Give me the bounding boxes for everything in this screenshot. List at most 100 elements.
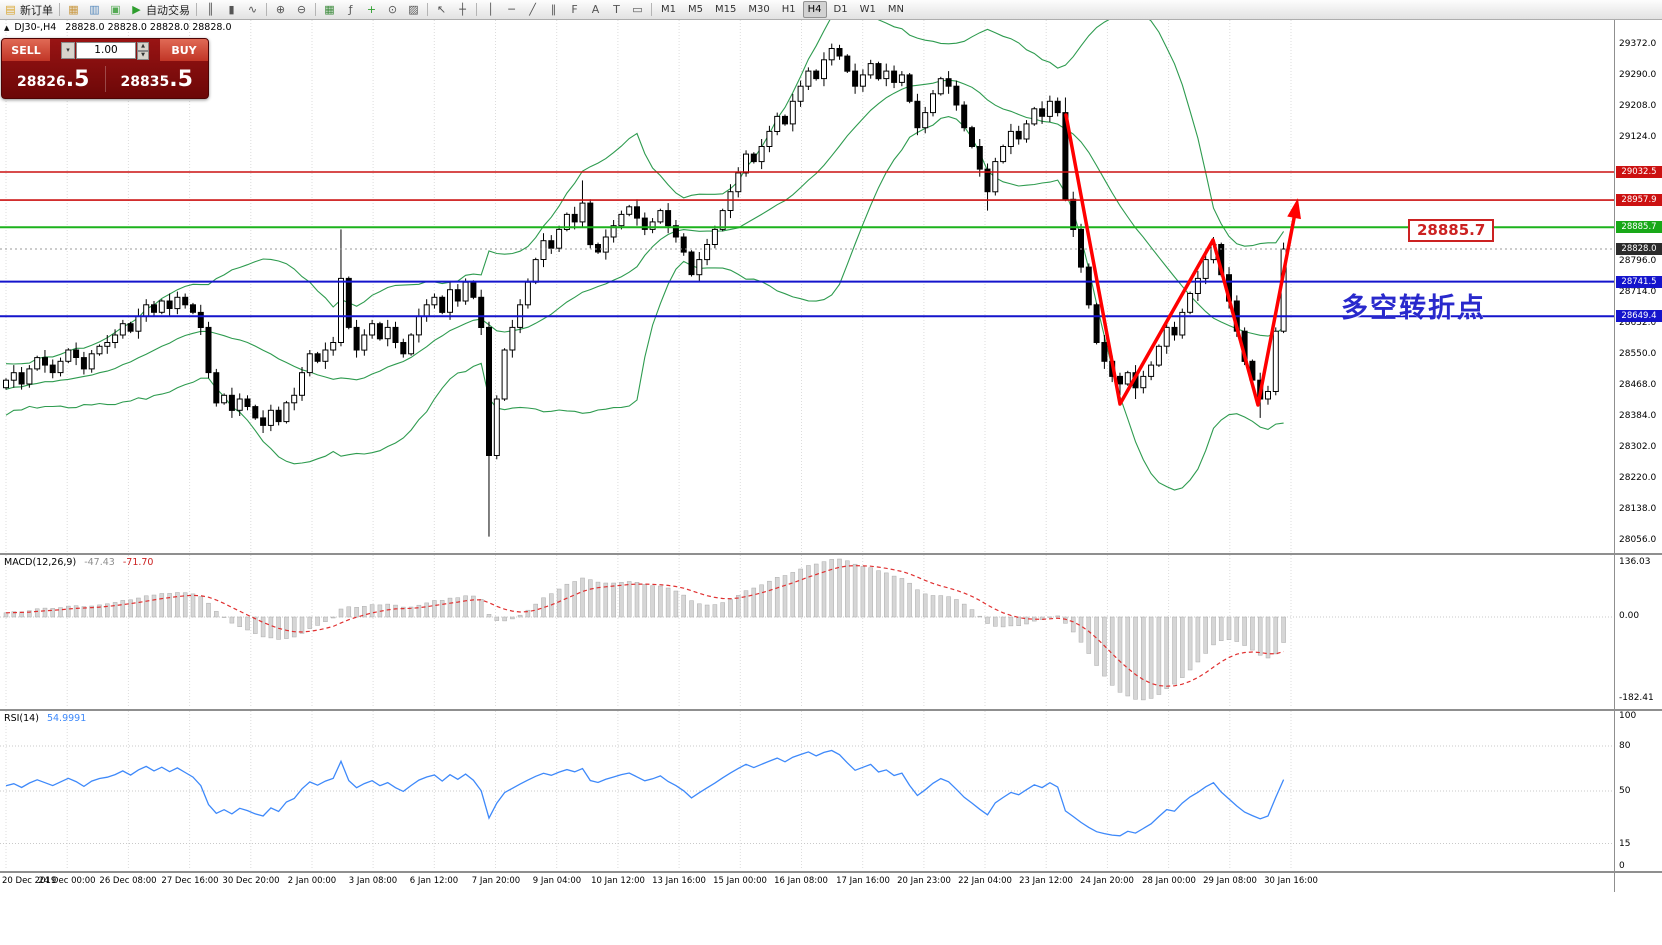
price-axis-label-28384.0: 28384.0 — [1619, 411, 1657, 421]
shapes-icon: ▭ — [632, 3, 643, 16]
indicators-button[interactable]: ƒ — [340, 1, 361, 18]
add-indicator-icon: + — [366, 3, 377, 16]
rsi-scale-label-15: 15 — [1619, 839, 1631, 849]
timeframe-m5-button[interactable]: M5 — [688, 4, 703, 15]
add-indicator-button[interactable]: + — [361, 1, 382, 18]
time-axis-label: 2 Jan 00:00 — [287, 876, 337, 886]
label-button[interactable]: T — [606, 1, 627, 18]
candlestick-chart-button[interactable]: ▮ — [221, 1, 242, 18]
price-axis-label-28468.0: 28468.0 — [1619, 380, 1657, 390]
bar-chart-button[interactable]: ║ — [200, 1, 221, 18]
market-watch-icon: ▣ — [110, 3, 121, 16]
time-axis-label: 9 Jan 04:00 — [532, 876, 582, 886]
price-axis-label-29032.5: 29032.5 — [1616, 166, 1662, 178]
crosshair-icon: ┼ — [459, 3, 466, 16]
templates-button[interactable]: ▨ — [403, 1, 424, 18]
time-axis-label: 24 Jan 20:00 — [1080, 876, 1134, 886]
timeframe-h4-button[interactable]: H4 — [802, 1, 827, 18]
turning-point-annotation[interactable]: 多空转折点 — [1341, 293, 1486, 324]
price-axis-label-28632.0: 28632.0 — [1619, 318, 1657, 328]
timeframe-m30-button[interactable]: M30 — [748, 4, 770, 15]
time-axis-label: 30 Jan 16:00 — [1264, 876, 1318, 886]
tile-windows-icon: ▦ — [324, 3, 335, 16]
crosshair-button[interactable]: ┼ — [452, 1, 473, 18]
volume-down-icon[interactable]: ▼ — [137, 50, 149, 60]
toolbar-separator — [315, 3, 316, 16]
volume-stepper[interactable]: ▲ ▼ — [137, 41, 149, 60]
time-axis-label: 17 Jan 16:00 — [836, 876, 890, 886]
order-panel-divider — [104, 66, 106, 92]
shapes-button[interactable]: ▭ — [627, 1, 648, 18]
panel-separator-timeaxis[interactable] — [0, 871, 1662, 873]
autotrade-button[interactable]: ▶ 自动交易 — [126, 1, 193, 18]
time-axis-label: 6 Jan 12:00 — [409, 876, 459, 886]
zoom-out-icon: ⊖ — [296, 3, 307, 16]
panel-separator-rsi[interactable] — [0, 709, 1662, 711]
channel-button[interactable]: ∥ — [543, 1, 564, 18]
sell-button[interactable]: SELL — [2, 39, 50, 61]
horizontal-line-button[interactable]: ─ — [501, 1, 522, 18]
line-chart-button[interactable]: ∿ — [242, 1, 263, 18]
toolbar: ▤ 新订单 ▦ ▥ ▣ ▶ 自动交易 ║ ▮ ∿ ⊕ ⊖ ▦ ƒ + ⊙ ▨ ↖ ┼ │ ─ ╱ ∥ F A T ▭ M1 M5 M15 M… — [0, 0, 1662, 20]
volume-input[interactable]: 1.00 — [76, 41, 136, 59]
price-axis-label-28828.0: 28828.0 — [1616, 243, 1662, 255]
price-annotation-label[interactable]: 28885.7 — [1408, 219, 1495, 242]
macd-indicator-label: MACD(12,26,9) -47.43 -71.70 — [4, 557, 153, 568]
new-order-button[interactable]: ▤ 新订单 — [0, 1, 56, 18]
price-axis-label-28550.0: 28550.0 — [1619, 349, 1657, 359]
macd-scale-label-136.03: 136.03 — [1619, 557, 1651, 567]
price-axis-label-28714.0: 28714.0 — [1619, 287, 1657, 297]
volume-dropdown-icon[interactable]: ▾ — [61, 41, 75, 59]
rsi-scale-label-100: 100 — [1619, 711, 1637, 721]
timeframe-h1-button[interactable]: H1 — [781, 4, 796, 15]
volume-up-icon[interactable]: ▲ — [137, 41, 149, 51]
time-axis-label: 16 Jan 08:00 — [774, 876, 828, 886]
templates-icon: ▨ — [408, 3, 419, 16]
market-watch-button[interactable]: ▣ — [105, 1, 126, 18]
cursor-icon: ↖ — [436, 3, 447, 16]
time-axis-label: 20 Jan 23:00 — [897, 876, 951, 886]
trendline-icon: ╱ — [529, 3, 536, 16]
periods-button[interactable]: ⊙ — [382, 1, 403, 18]
timeframe-m1-button[interactable]: M1 — [661, 4, 676, 15]
vertical-line-icon: │ — [487, 3, 494, 16]
buy-price[interactable]: 28835.5 — [106, 67, 209, 92]
toolbar-separator — [651, 3, 652, 16]
toolbar-separator — [266, 3, 267, 16]
timeframe-d1-button[interactable]: D1 — [833, 4, 848, 15]
timeframe-m15-button[interactable]: M15 — [715, 4, 737, 15]
panel-separator-macd[interactable] — [0, 553, 1662, 555]
toolbar-separator — [476, 3, 477, 16]
rsi-value: 54.9991 — [46, 713, 87, 724]
trendline-button[interactable]: ╱ — [522, 1, 543, 18]
tile-windows-button[interactable]: ▦ — [319, 1, 340, 18]
zoom-in-button[interactable]: ⊕ — [270, 1, 291, 18]
price-axis-label-29290.0: 29290.0 — [1619, 70, 1657, 80]
quick-trade-collapse-icon[interactable]: ▲ — [4, 24, 10, 32]
macd-name: MACD(12,26,9) — [4, 557, 77, 568]
text-button[interactable]: A — [585, 1, 606, 18]
price-axis-label-28056.0: 28056.0 — [1619, 535, 1657, 545]
timeframe-mn-button[interactable]: MN — [887, 4, 904, 15]
horizontal-line-icon: ─ — [508, 3, 515, 16]
new-chart-icon: ▦ — [68, 3, 79, 16]
channel-icon: ∥ — [550, 3, 557, 16]
one-click-trading-panel: SELL ▾ 1.00 ▲ ▼ BUY 28826.5 28835.5 — [1, 38, 209, 99]
new-chart-button[interactable]: ▦ — [63, 1, 84, 18]
sell-price[interactable]: 28826.5 — [2, 67, 105, 92]
buy-button[interactable]: BUY — [160, 39, 208, 61]
vertical-line-button[interactable]: │ — [480, 1, 501, 18]
fibonacci-button[interactable]: F — [564, 1, 585, 18]
chart-canvas — [0, 20, 1614, 870]
toolbar-separator — [196, 3, 197, 16]
candlestick-chart-icon: ▮ — [228, 3, 235, 16]
rsi-name: RSI(14) — [4, 713, 39, 724]
profiles-button[interactable]: ▥ — [84, 1, 105, 18]
zoom-out-button[interactable]: ⊖ — [291, 1, 312, 18]
time-axis-label: 23 Jan 12:00 — [1019, 876, 1073, 886]
timeframe-w1-button[interactable]: W1 — [859, 4, 876, 15]
macd-main-value: -47.43 — [84, 557, 115, 568]
cursor-button[interactable]: ↖ — [431, 1, 452, 18]
indicators-icon: ƒ — [348, 3, 353, 16]
price-axis-label-29372.0: 29372.0 — [1619, 39, 1657, 49]
